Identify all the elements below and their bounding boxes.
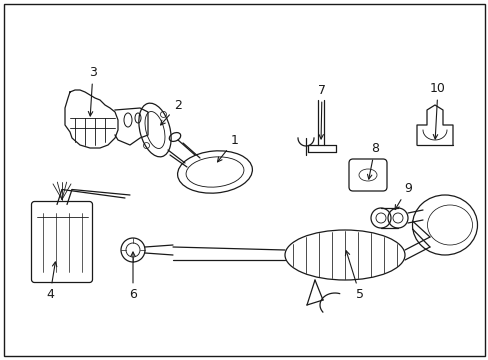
Text: 5: 5: [345, 251, 363, 302]
Text: 7: 7: [317, 84, 325, 139]
Text: 10: 10: [429, 81, 445, 139]
Text: 4: 4: [46, 262, 57, 302]
Text: 1: 1: [217, 134, 239, 162]
Text: 2: 2: [160, 99, 182, 125]
Text: 8: 8: [366, 141, 378, 179]
Text: 9: 9: [394, 181, 411, 210]
Text: 6: 6: [129, 252, 137, 302]
Text: 3: 3: [88, 66, 97, 116]
